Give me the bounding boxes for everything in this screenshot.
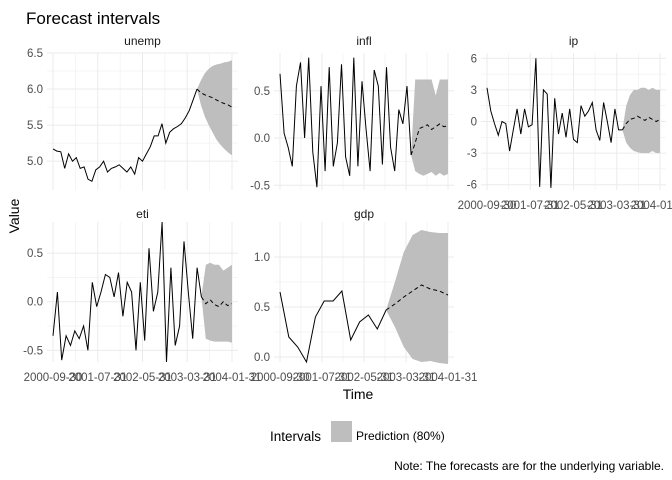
panel-title: ip <box>569 34 579 48</box>
history-line <box>279 57 412 188</box>
prediction-band <box>411 79 448 176</box>
y-tick-label: -3 <box>467 148 477 160</box>
y-axis-title: Value <box>6 198 22 233</box>
panel-title: eti <box>136 207 149 221</box>
prediction-band <box>386 230 448 364</box>
history-line <box>279 289 387 364</box>
y-tick-label: 5.0 <box>27 156 43 168</box>
y-tick-label: 6.5 <box>27 48 43 60</box>
x-tick-label: 2003-03-31 <box>377 372 436 384</box>
y-tick-label: 6 <box>471 53 477 65</box>
panel-title: unemp <box>124 34 161 48</box>
x-tick-label: 2004-01-31 <box>631 200 672 212</box>
legend-swatch <box>331 421 352 442</box>
chart-title: Forecast intervals <box>26 9 160 28</box>
legend-label: Prediction (80%) <box>356 429 445 443</box>
x-tick-label: 2002-05-31 <box>544 200 603 212</box>
prediction-band <box>622 87 660 154</box>
y-tick-label: 0.5 <box>254 86 270 98</box>
x-axis-title: Time <box>343 386 374 402</box>
y-tick-label: -0.5 <box>250 180 270 192</box>
x-tick-label: 2000-09-30 <box>24 372 83 384</box>
panel-ip: ip-6-30362000-09-302001-07-312002-05-312… <box>458 34 672 212</box>
panel-gdp: gdp 0.0 0.5 1.0 2000-09-302001-07-312002-05-… <box>251 207 478 384</box>
x-tick-label: 2004-01-31 <box>419 372 478 384</box>
x-tick-label: 2000-09-30 <box>458 200 517 212</box>
y-tick-label: 0 <box>471 117 477 129</box>
y-tick-label: 0.5 <box>254 302 270 314</box>
prediction-band <box>201 262 232 343</box>
panel-infl: infl -0.5 0.0 0.5 <box>250 34 454 192</box>
panel-title: infl <box>356 34 371 48</box>
x-tick-label: 2000-09-30 <box>251 372 310 384</box>
x-tick-label: 2002-05-31 <box>335 372 394 384</box>
history-line <box>486 58 623 188</box>
y-tick-label: 0.0 <box>254 352 270 364</box>
y-tick-label: 3 <box>471 85 477 97</box>
history-line <box>52 221 202 363</box>
x-tick-label: 2001-07-31 <box>68 372 127 384</box>
facet-panels: unemp 5.0 5.5 6.0 6.5 infl -0.5 0.0 0.5 ip -6 -3 0 3 6… <box>23 34 672 384</box>
panel-title: gdp <box>354 207 374 221</box>
x-tick-label: 2003-03-31 <box>587 200 646 212</box>
y-tick-label: 0.0 <box>254 133 270 145</box>
x-tick-label: 2003-03-31 <box>158 372 217 384</box>
x-tick-label: 2001-07-31 <box>293 372 352 384</box>
y-tick-label: 5.5 <box>27 120 43 132</box>
legend: Intervals Prediction (80%) <box>270 421 445 444</box>
panel-unemp: unemp 5.0 5.5 6.0 6.5 <box>27 34 238 190</box>
x-tick-label: 2002-05-31 <box>113 372 172 384</box>
forecast-line <box>200 296 233 308</box>
y-tick-label: -0.5 <box>23 345 43 357</box>
legend-title: Intervals <box>270 429 321 444</box>
forecast-line <box>385 284 449 311</box>
y-tick-label: -6 <box>467 180 477 192</box>
chart-caption: Note: The forecasts are for the underlyi… <box>394 459 664 473</box>
prediction-band <box>197 60 232 156</box>
x-tick-label: 2004-01-31 <box>203 372 262 384</box>
panel-eti: eti -0.5 0.0 0.5 2000-09-302001-07-312002-05… <box>23 207 261 384</box>
history-line <box>52 88 198 183</box>
y-tick-label: 0.5 <box>27 248 43 260</box>
y-tick-label: 6.0 <box>27 84 43 96</box>
y-tick-label: 1.0 <box>254 252 270 264</box>
y-tick-label: 0.0 <box>27 297 43 309</box>
forecast-line <box>196 88 233 108</box>
x-tick-label: 2001-07-31 <box>501 200 560 212</box>
